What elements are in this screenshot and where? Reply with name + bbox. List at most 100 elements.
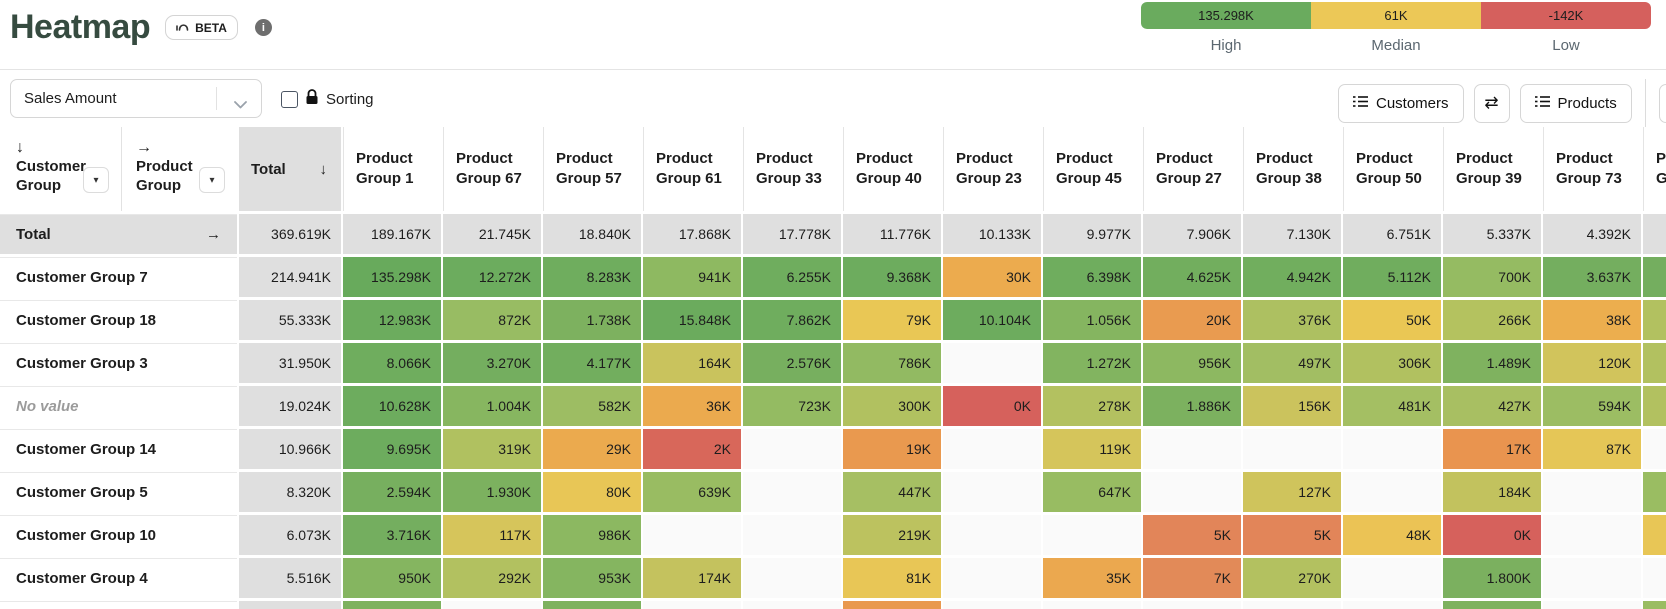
heatmap-cell[interactable]: 164K [643, 343, 741, 383]
heatmap-cell[interactable]: 79K [843, 300, 941, 340]
heatmap-cell[interactable] [1643, 515, 1666, 555]
heatmap-cell[interactable]: 7.862K [743, 300, 841, 340]
heatmap-cell[interactable]: 647K [1043, 472, 1141, 512]
heatmap-cell[interactable]: 8.066K [343, 343, 441, 383]
heatmap-cell[interactable]: 50K [1343, 300, 1441, 340]
heatmap-cell[interactable] [1543, 515, 1641, 555]
heatmap-cell[interactable] [1643, 429, 1666, 469]
heatmap-cell[interactable]: 1.738K [543, 300, 641, 340]
heatmap-cell[interactable]: 700K [1443, 257, 1541, 297]
heatmap-cell[interactable] [1343, 472, 1441, 512]
heatmap-cell[interactable] [943, 429, 1041, 469]
heatmap-cell[interactable]: 36K [643, 386, 741, 426]
heatmap-cell[interactable] [743, 601, 841, 609]
heatmap-cell[interactable]: 3.637K [1543, 257, 1641, 297]
heatmap-cell[interactable] [1143, 429, 1241, 469]
heatmap-cell[interactable]: 10.628K [343, 386, 441, 426]
heatmap-cell[interactable]: 7K [1143, 558, 1241, 598]
heatmap-cell[interactable] [1343, 601, 1441, 609]
heatmap-cell[interactable] [1543, 472, 1641, 512]
heatmap-cell[interactable]: 4.942K [1243, 257, 1341, 297]
heatmap-cell[interactable]: 872K [443, 300, 541, 340]
heatmap-cell[interactable]: 117K [443, 515, 541, 555]
heatmap-cell[interactable] [1043, 601, 1141, 609]
column-header-2[interactable]: Product Group 67 [443, 127, 541, 211]
heatmap-cell[interactable] [943, 515, 1041, 555]
heatmap-cell[interactable]: 1.004K [443, 386, 541, 426]
heatmap-cell[interactable]: 6.255K [743, 257, 841, 297]
heatmap-cell[interactable]: 3.270K [443, 343, 541, 383]
heatmap-cell[interactable]: 986K [543, 515, 641, 555]
heatmap-cell[interactable]: 17K [1443, 429, 1541, 469]
heatmap-cell[interactable]: 1.489K [1443, 343, 1541, 383]
heatmap-cell[interactable] [543, 601, 641, 609]
column-dimension-dropdown-button[interactable]: ▾ [199, 167, 225, 193]
heatmap-cell[interactable]: 135.298K [343, 257, 441, 297]
heatmap-cell[interactable] [643, 601, 741, 609]
column-header-13[interactable]: Product Group 73 [1543, 127, 1641, 211]
heatmap-cell[interactable]: 127K [1243, 472, 1341, 512]
heatmap-cell[interactable]: 20K [1143, 300, 1241, 340]
row-label[interactable]: Customer Group 7 [0, 257, 237, 297]
heatmap-cell[interactable]: 582K [543, 386, 641, 426]
heatmap-cell[interactable]: 1.800K [1443, 558, 1541, 598]
heatmap-cell[interactable]: 10.104K [943, 300, 1041, 340]
measure-select[interactable]: Sales Amount [10, 79, 262, 118]
column-header-7[interactable]: Product Group 23 [943, 127, 1041, 211]
heatmap-cell[interactable]: 174K [643, 558, 741, 598]
heatmap-cell[interactable]: 48K [1343, 515, 1441, 555]
heatmap-cell[interactable] [1643, 558, 1666, 598]
heatmap-cell[interactable] [1243, 601, 1341, 609]
heatmap-cell[interactable]: 956K [1143, 343, 1241, 383]
heatmap-cell[interactable]: 19K [843, 429, 941, 469]
row-label[interactable]: No value [0, 386, 237, 426]
heatmap-cell[interactable]: 447K [843, 472, 941, 512]
heatmap-cell[interactable] [443, 601, 541, 609]
sorting-checkbox[interactable] [281, 91, 298, 108]
heatmap-cell[interactable] [1643, 386, 1666, 426]
heatmap-cell[interactable]: 4.625K [1143, 257, 1241, 297]
column-header-10[interactable]: Product Group 38 [1243, 127, 1341, 211]
heatmap-cell[interactable]: 1.930K [443, 472, 541, 512]
edit-button[interactable]: Edit [1658, 83, 1666, 123]
row-dimension-header[interactable]: ↓ Customer Group ▾ [0, 127, 122, 211]
heatmap-cell[interactable] [943, 558, 1041, 598]
heatmap-cell[interactable] [943, 343, 1041, 383]
heatmap-cell[interactable]: 497K [1243, 343, 1341, 383]
heatmap-cell[interactable]: 427K [1443, 386, 1541, 426]
heatmap-cell[interactable]: 1.272K [1043, 343, 1141, 383]
heatmap-cell[interactable] [1643, 257, 1666, 297]
column-header-4[interactable]: Product Group 61 [643, 127, 741, 211]
column-header-11[interactable]: Product Group 50 [1343, 127, 1441, 211]
column-header-1[interactable]: Product Group 1 [343, 127, 441, 211]
heatmap-cell[interactable] [1343, 429, 1441, 469]
heatmap-cell[interactable]: 12.272K [443, 257, 541, 297]
heatmap-cell[interactable] [1343, 558, 1441, 598]
customers-button[interactable]: Customers [1338, 83, 1464, 123]
heatmap-cell[interactable] [1043, 515, 1141, 555]
heatmap-cell[interactable]: 2.594K [343, 472, 441, 512]
heatmap-cell[interactable] [1143, 601, 1241, 609]
heatmap-cell[interactable] [1243, 429, 1341, 469]
heatmap-cell[interactable] [1643, 343, 1666, 383]
row-dimension-dropdown-button[interactable]: ▾ [83, 167, 109, 193]
heatmap-cell[interactable] [943, 472, 1041, 512]
heatmap-cell[interactable]: 4.177K [543, 343, 641, 383]
heatmap-cell[interactable]: 594K [1543, 386, 1641, 426]
heatmap-cell[interactable]: 953K [543, 558, 641, 598]
heatmap-cell[interactable]: 12.983K [343, 300, 441, 340]
info-icon[interactable]: i [254, 19, 272, 36]
heatmap-cell[interactable]: 80K [543, 472, 641, 512]
heatmap-cell[interactable]: 119K [1043, 429, 1141, 469]
column-header-3[interactable]: Product Group 57 [543, 127, 641, 211]
heatmap-cell[interactable]: 723K [743, 386, 841, 426]
swap-dimensions-button[interactable]: ⇄ [1473, 83, 1510, 123]
heatmap-cell[interactable]: 2.576K [743, 343, 841, 383]
heatmap-cell[interactable]: 481K [1343, 386, 1441, 426]
heatmap-cell[interactable] [743, 472, 841, 512]
heatmap-cell[interactable] [743, 515, 841, 555]
row-label[interactable]: Customer Group 4 [0, 558, 237, 598]
heatmap-cell[interactable] [1143, 472, 1241, 512]
heatmap-cell[interactable]: 941K [643, 257, 741, 297]
row-label[interactable]: Customer Group 10 [0, 515, 237, 555]
